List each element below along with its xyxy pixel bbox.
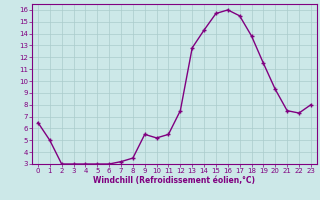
- X-axis label: Windchill (Refroidissement éolien,°C): Windchill (Refroidissement éolien,°C): [93, 176, 255, 185]
